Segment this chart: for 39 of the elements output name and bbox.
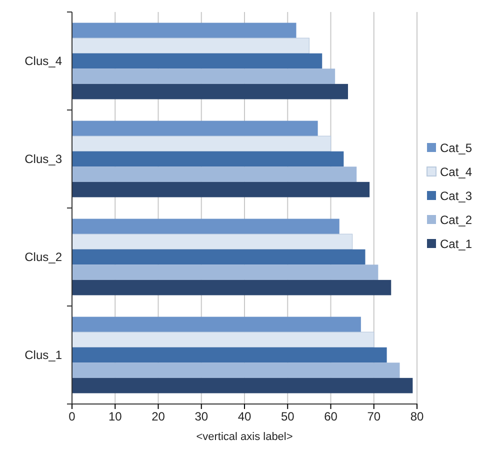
bar (72, 362, 400, 378)
x-tick-label: 70 (367, 410, 381, 424)
bar (72, 84, 348, 100)
x-tick-label: 20 (152, 410, 166, 424)
y-tick-label: Clus_1 (24, 348, 62, 362)
bar (72, 249, 366, 265)
x-tick-label: 40 (238, 410, 252, 424)
bar (72, 316, 361, 332)
bar (72, 38, 310, 54)
bar (72, 347, 387, 363)
bar (72, 120, 318, 136)
legend-label: Cat_4 (440, 165, 472, 180)
bar (72, 68, 336, 84)
x-tick-label: 80 (410, 410, 424, 424)
bar (72, 332, 374, 348)
bar (72, 264, 378, 280)
bar (72, 53, 322, 69)
y-tick-label: Clus_2 (24, 250, 62, 264)
bar (72, 151, 344, 167)
x-tick-label: 30 (194, 410, 208, 424)
x-tick-label: 0 (68, 410, 76, 424)
x-tick-label: 60 (324, 410, 338, 424)
legend-label: Cat_1 (440, 237, 472, 252)
bar (72, 218, 340, 234)
y-tick-label: Clus_3 (24, 152, 62, 166)
bar (72, 234, 353, 250)
x-tick-label: 50 (280, 410, 295, 424)
bar (72, 182, 370, 198)
bar (72, 166, 357, 182)
legend-label: Cat_2 (440, 213, 472, 228)
bar (72, 22, 296, 38)
legend-label: Cat_5 (440, 141, 472, 156)
legend-label: Cat_3 (440, 189, 472, 204)
bar (72, 136, 332, 152)
x-tick-label: 10 (108, 410, 122, 424)
bar (72, 280, 392, 296)
bar (72, 378, 413, 394)
x-axis-title: <vertical axis label> (196, 431, 293, 443)
y-tick-label: Clus_4 (24, 54, 62, 68)
